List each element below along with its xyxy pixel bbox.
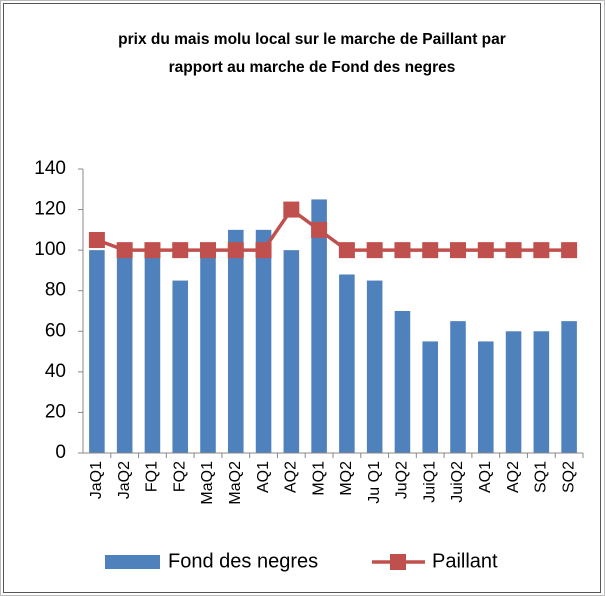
x-tick-label: JuiQ2 (449, 461, 466, 503)
marker (394, 242, 411, 259)
x-tick-label: AQ2 (283, 461, 300, 493)
marker (311, 221, 328, 238)
chart-title: rapport au marche de Fond des negres (169, 59, 456, 76)
bar (144, 250, 161, 453)
bar (561, 321, 577, 453)
marker (144, 242, 161, 259)
bar (339, 274, 355, 453)
marker (338, 242, 355, 259)
x-tick-label: JaQ1 (88, 461, 105, 499)
marker (477, 242, 494, 259)
x-tick-label: FQ2 (171, 461, 188, 492)
x-tick-label: MQ2 (338, 461, 355, 496)
x-tick-label: MQ1 (310, 461, 327, 496)
bar (255, 229, 272, 453)
bar (311, 199, 327, 453)
marker (116, 242, 133, 259)
bar (116, 250, 133, 453)
x-tick-label: JuQ2 (394, 461, 411, 499)
marker (505, 242, 522, 259)
x-tick-label: AQ2 (505, 461, 522, 493)
x-tick-label: SQ1 (533, 461, 550, 493)
x-tick-label: JuiQ1 (421, 461, 438, 503)
y-tick-label: 140 (34, 158, 66, 179)
bar (505, 331, 522, 453)
marker (255, 242, 272, 259)
chart-title: prix du mais molu local sur le marche de… (118, 31, 506, 48)
marker (227, 242, 244, 259)
y-tick-label: 60 (45, 320, 66, 341)
x-tick-label: MaQ2 (227, 461, 244, 505)
marker (422, 242, 439, 259)
bar (533, 331, 550, 453)
bar (366, 280, 383, 453)
x-tick-label: JaQ2 (116, 461, 133, 499)
marker (88, 232, 105, 248)
bar (422, 341, 438, 453)
x-tick-label: Ju Q1 (366, 461, 383, 504)
legend-swatch (105, 555, 160, 569)
marker (200, 242, 216, 259)
y-tick-label: 120 (34, 199, 66, 220)
y-tick-label: 40 (45, 361, 66, 382)
marker (283, 201, 300, 218)
bar (478, 341, 494, 453)
x-tick-label: FQ1 (144, 461, 161, 492)
x-tick-label: SQ2 (560, 461, 577, 493)
bar (394, 311, 411, 453)
x-tick-label: AQ1 (477, 461, 494, 493)
marker (450, 242, 466, 259)
bar (89, 250, 105, 453)
legend-label: Paillant (432, 550, 498, 572)
marker (533, 242, 550, 259)
legend-label: Fond des negres (168, 550, 318, 572)
y-tick-label: 0 (55, 442, 66, 463)
bar (450, 321, 466, 453)
bar (283, 250, 300, 453)
marker (172, 242, 189, 259)
bar (228, 229, 244, 453)
x-tick-label: MaQ1 (199, 461, 216, 505)
marker (366, 242, 383, 259)
x-tick-label: AQ1 (255, 461, 272, 493)
y-tick-label: 100 (34, 239, 66, 260)
marker (561, 242, 578, 259)
bar (172, 280, 188, 453)
y-tick-label: 80 (45, 280, 66, 301)
bar (200, 250, 216, 453)
legend-marker (390, 554, 406, 570)
y-tick-label: 20 (45, 401, 66, 422)
